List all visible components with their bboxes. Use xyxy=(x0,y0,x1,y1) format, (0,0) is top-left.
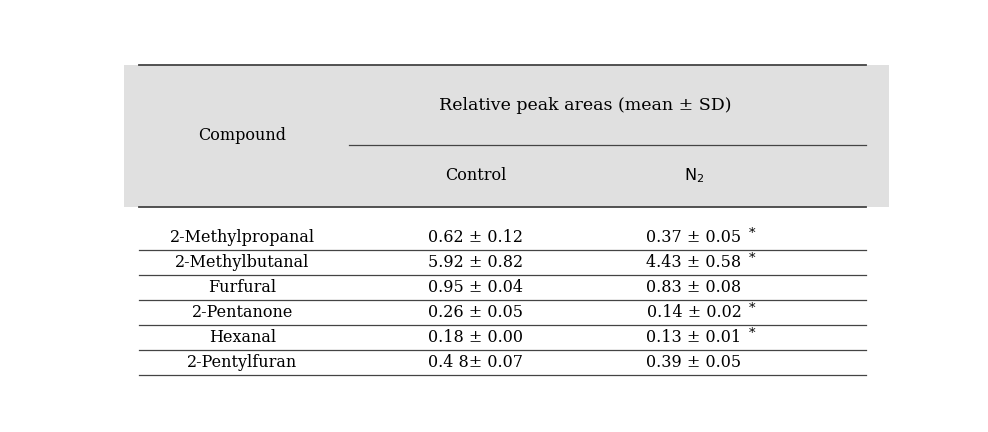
Text: 0.95 ± 0.04: 0.95 ± 0.04 xyxy=(428,279,524,295)
Text: 2-Methylbutanal: 2-Methylbutanal xyxy=(175,254,309,271)
Text: *: * xyxy=(749,302,756,314)
Text: Compound: Compound xyxy=(199,127,287,144)
Text: 0.4 8± 0.07: 0.4 8± 0.07 xyxy=(428,353,524,371)
Text: *: * xyxy=(749,227,756,240)
Text: Relative peak areas (mean ± SD): Relative peak areas (mean ± SD) xyxy=(439,97,731,114)
Text: 0.37 ± 0.05: 0.37 ± 0.05 xyxy=(646,229,742,246)
Text: 2-Methylpropanal: 2-Methylpropanal xyxy=(170,229,315,246)
Text: 5.92 ± 0.82: 5.92 ± 0.82 xyxy=(428,254,524,271)
Text: Hexanal: Hexanal xyxy=(208,329,276,346)
Text: 0.13 ± 0.01: 0.13 ± 0.01 xyxy=(646,329,742,346)
Text: 0.83 ± 0.08: 0.83 ± 0.08 xyxy=(646,279,742,295)
Text: 0.62 ± 0.12: 0.62 ± 0.12 xyxy=(428,229,524,246)
Text: 2-Pentanone: 2-Pentanone xyxy=(192,304,292,321)
Text: Furfural: Furfural xyxy=(208,279,277,295)
Text: 2-Pentylfuran: 2-Pentylfuran xyxy=(187,353,297,371)
Text: 4.43 ± 0.58: 4.43 ± 0.58 xyxy=(646,254,742,271)
Text: $\mathrm{N_2}$: $\mathrm{N_2}$ xyxy=(684,166,704,185)
Text: 0.39 ± 0.05: 0.39 ± 0.05 xyxy=(646,353,742,371)
Text: 0.26 ± 0.05: 0.26 ± 0.05 xyxy=(428,304,524,321)
Text: 0.18 ± 0.00: 0.18 ± 0.00 xyxy=(428,329,524,346)
Text: *: * xyxy=(749,327,756,340)
Text: Control: Control xyxy=(445,167,507,184)
Text: *: * xyxy=(749,252,756,265)
Text: 0.14 ± 0.02: 0.14 ± 0.02 xyxy=(646,304,741,321)
